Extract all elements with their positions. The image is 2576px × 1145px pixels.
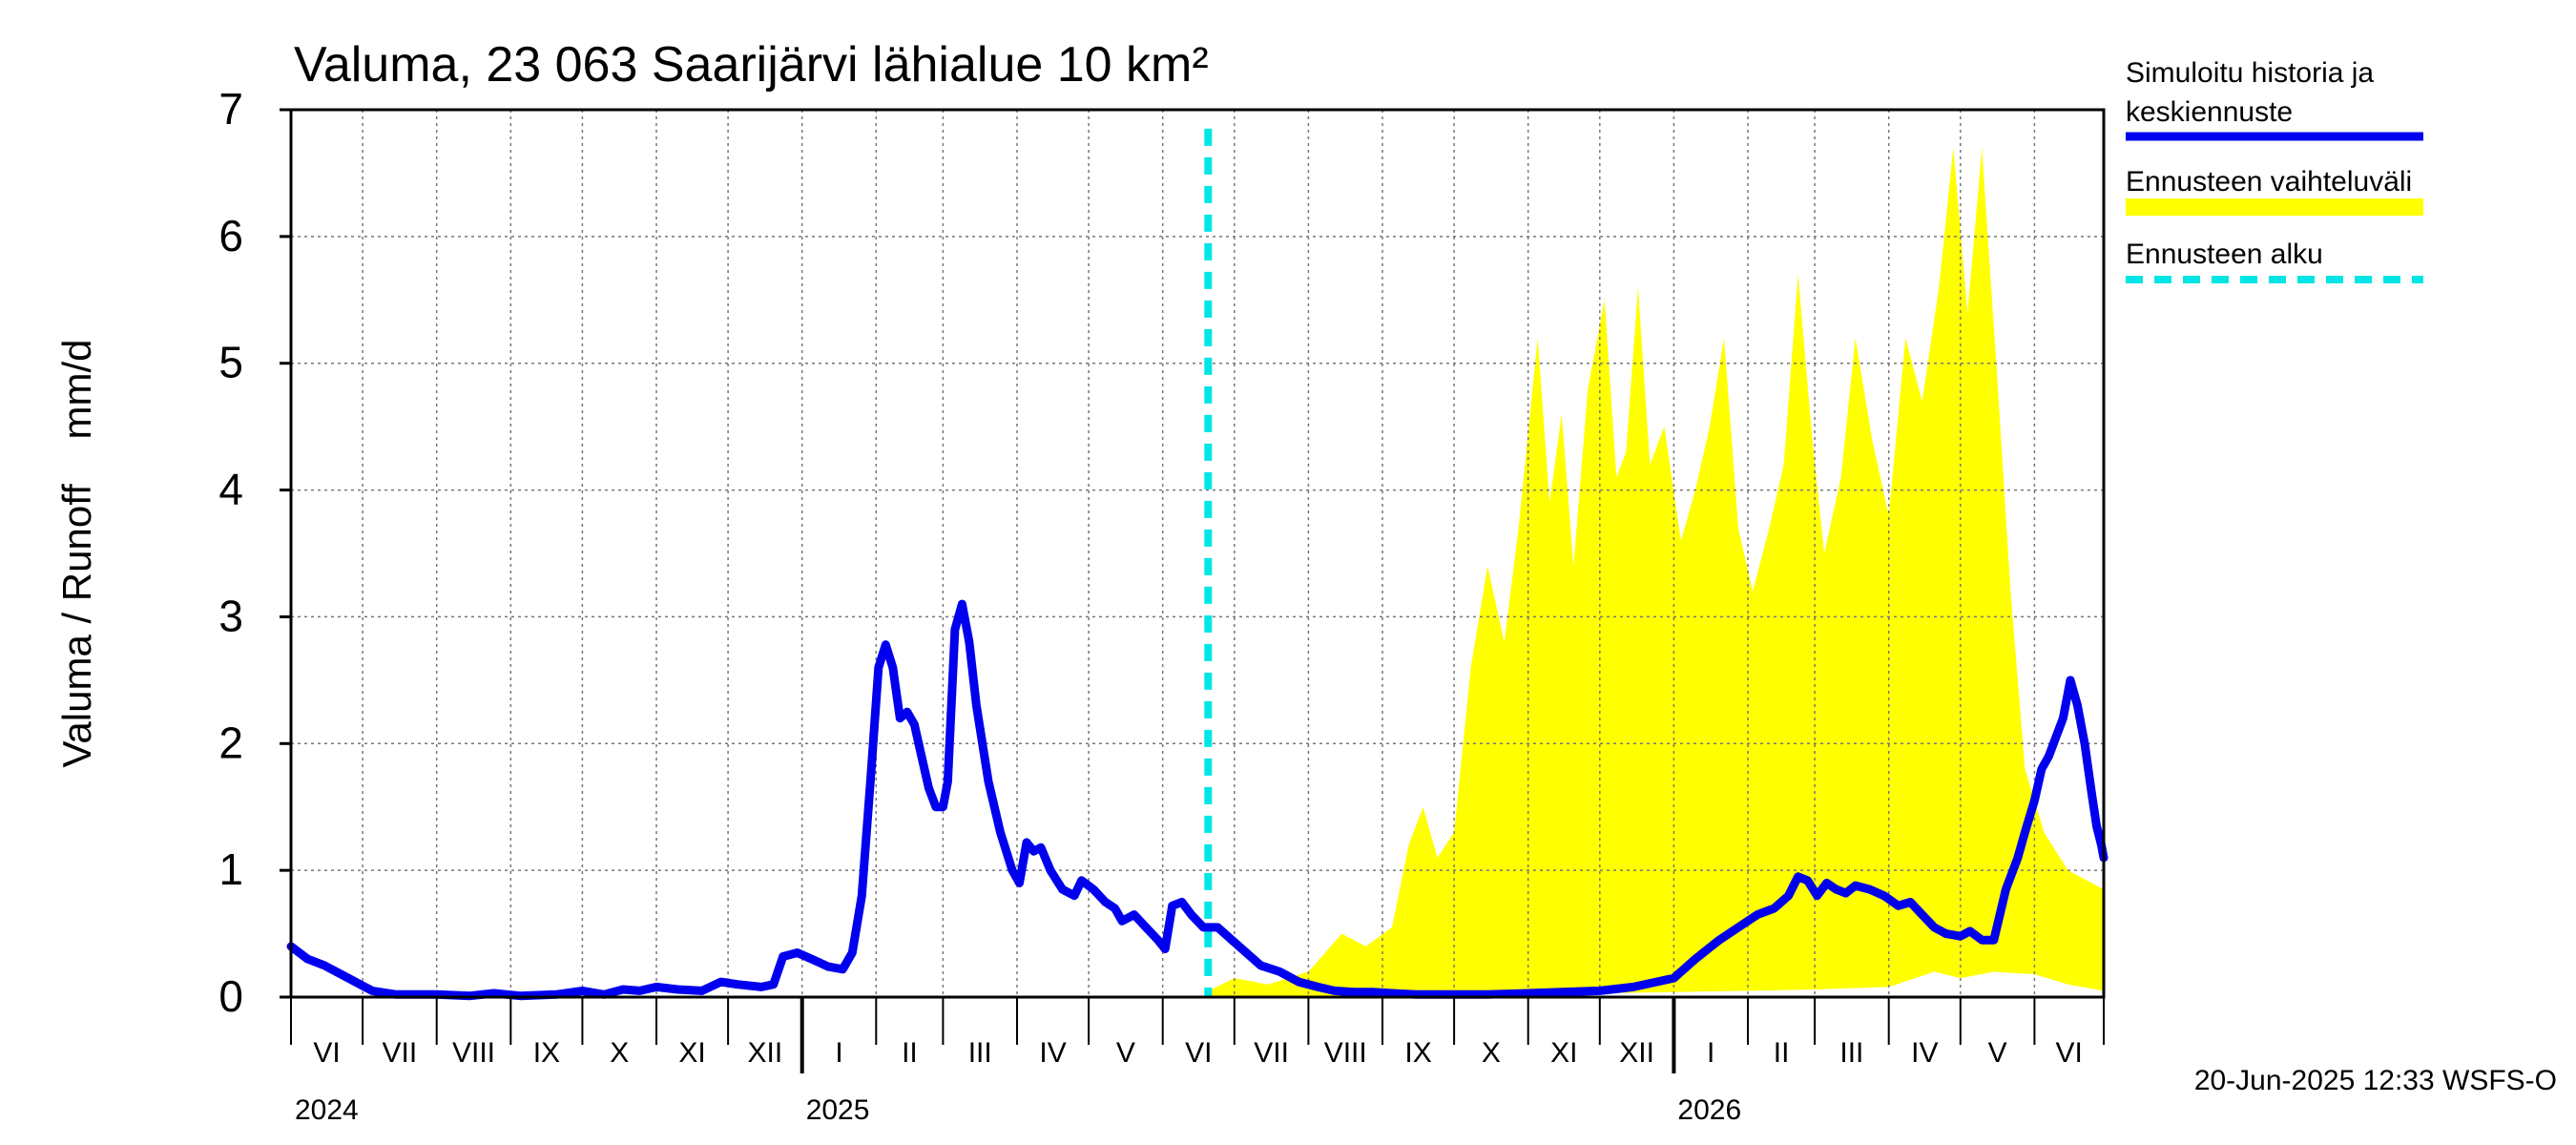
month-label: V [1988, 1037, 2007, 1069]
month-label: V [1116, 1037, 1135, 1069]
chart-title: Valuma, 23 063 Saarijärvi lähialue 10 km… [294, 37, 1209, 93]
month-label: XII [748, 1037, 783, 1069]
month-label: VIII [1324, 1037, 1367, 1069]
y-tick-label: 3 [218, 591, 243, 640]
gridlines [291, 110, 2104, 997]
month-label: VII [383, 1037, 418, 1069]
legend-history-label-line2: keskiennuste [2126, 96, 2293, 128]
timestamp: 20-Jun-2025 12:33 WSFS-O [2194, 1065, 2557, 1096]
month-label: XI [678, 1037, 705, 1069]
history-line [286, 599, 2109, 1001]
y-tick-label: 0 [218, 971, 243, 1021]
month-label: II [1774, 1037, 1790, 1069]
y-tick-label: 4 [218, 465, 243, 514]
plot-frame [289, 108, 2106, 999]
legend-history-label-line1: Simuloitu historia ja [2126, 57, 2374, 89]
y-tick-label: 6 [218, 211, 243, 260]
month-label: III [968, 1037, 992, 1069]
y-tick-label: 2 [218, 718, 243, 767]
y-axis-label: Valuma / Runoff mm/d [54, 340, 99, 768]
month-label: II [902, 1037, 918, 1069]
y-tick-label: 1 [218, 844, 243, 894]
month-label: IX [533, 1037, 560, 1069]
year-label: 2025 [806, 1094, 870, 1126]
month-label: I [835, 1037, 842, 1069]
month-label: IX [1404, 1037, 1431, 1069]
history-series [286, 599, 2109, 1001]
legend: Simuloitu historia ja keskiennuste Ennus… [2126, 57, 2423, 283]
month-label: VI [313, 1037, 340, 1069]
legend-forecast-label: Ennusteen alku [2126, 239, 2323, 270]
forecast-range-band [1208, 147, 2104, 997]
year-label: 2026 [1677, 1094, 1741, 1126]
y-axis: 0 1 2 3 4 5 6 7 [218, 84, 291, 1021]
month-label: IV [1911, 1037, 1938, 1069]
month-label: VI [1185, 1037, 1212, 1069]
y-tick-label: 5 [218, 338, 243, 387]
x-axis: VI VII VIII IX X XI XII I II III IV V VI VII VIII IX X XI… [290, 997, 2105, 1126]
month-label: XI [1550, 1037, 1577, 1069]
month-label: VIII [452, 1037, 495, 1069]
year-label: 2024 [295, 1094, 359, 1126]
legend-range-label: Ennusteen vaihteluväli [2126, 166, 2412, 198]
month-label: III [1839, 1037, 1863, 1069]
y-tick-label: 7 [218, 84, 243, 134]
month-label: X [1482, 1037, 1501, 1069]
month-label: XII [1619, 1037, 1654, 1069]
month-label: IV [1039, 1037, 1066, 1069]
month-label: VI [2056, 1037, 2083, 1069]
month-label: X [610, 1037, 629, 1069]
forecast-range-area [1208, 147, 2104, 997]
month-label: I [1707, 1037, 1714, 1069]
month-label: VII [1254, 1037, 1289, 1069]
